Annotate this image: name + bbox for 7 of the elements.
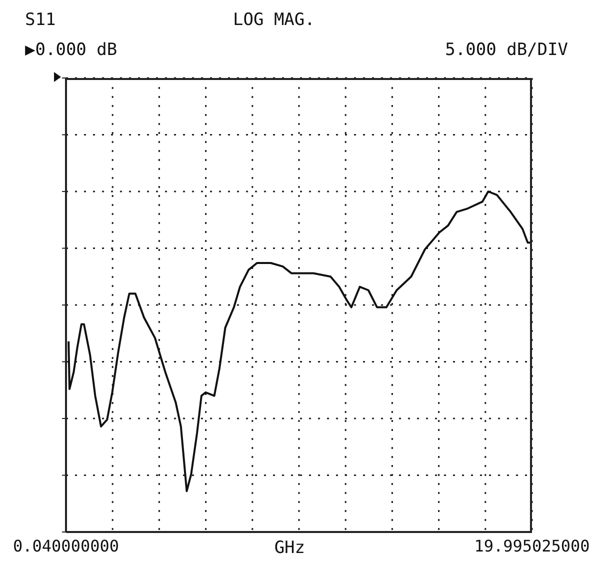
x-tick-label: 19.995025000 <box>474 536 590 556</box>
x-axis-title: GHz <box>274 538 306 558</box>
chart-subtitle: LOG MAG. <box>233 10 315 30</box>
text: 5.000 dB/DIV <box>445 40 568 60</box>
chart-title: S11 <box>25 10 56 30</box>
text: ▶0.000 dB <box>25 40 118 60</box>
x-tick-label: 0.040000000 <box>13 536 119 556</box>
